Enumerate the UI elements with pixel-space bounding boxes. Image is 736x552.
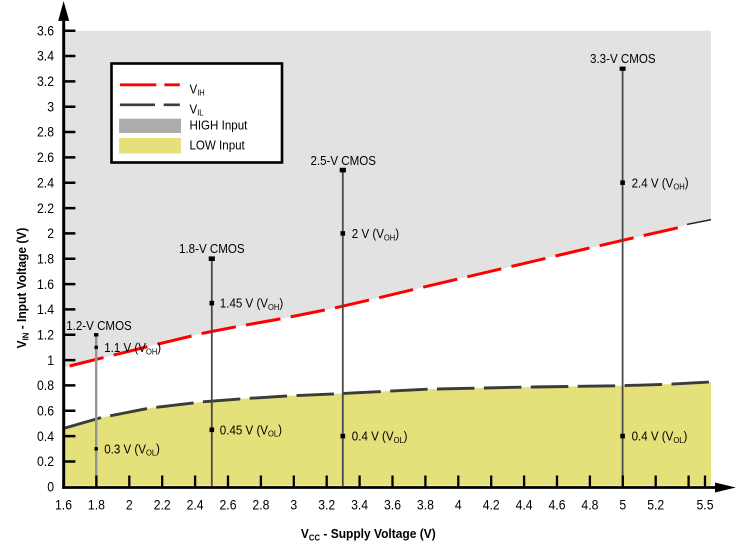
svg-text:0.8: 0.8	[37, 377, 54, 393]
svg-text:2.4: 2.4	[187, 497, 204, 513]
svg-text:0: 0	[47, 479, 54, 495]
svg-text:2: 2	[47, 225, 54, 241]
svg-text:2.4: 2.4	[37, 175, 54, 191]
svg-text:VCC - Supply Voltage (V): VCC - Supply Voltage (V)	[301, 527, 436, 543]
svg-text:3.6: 3.6	[37, 23, 54, 39]
svg-text:5.5: 5.5	[697, 497, 714, 513]
svg-text:5: 5	[619, 497, 626, 513]
svg-text:4: 4	[455, 497, 462, 513]
svg-text:3.4: 3.4	[351, 497, 368, 513]
svg-text:1.45 V (VOH): 1.45 V (VOH)	[220, 296, 283, 312]
svg-text:2.8: 2.8	[252, 497, 269, 513]
svg-text:1.6: 1.6	[55, 497, 72, 513]
svg-text:LOW Input: LOW Input	[190, 138, 246, 153]
svg-text:3.2: 3.2	[318, 497, 335, 513]
svg-text:2: 2	[126, 497, 133, 513]
svg-text:3.8: 3.8	[417, 497, 434, 513]
svg-text:0.2: 0.2	[37, 454, 54, 470]
svg-text:3: 3	[290, 497, 297, 513]
svg-text:VIN - Input Voltage (V): VIN - Input Voltage (V)	[15, 228, 31, 349]
svg-text:1.8: 1.8	[88, 497, 105, 513]
svg-text:1: 1	[47, 352, 54, 368]
svg-text:1.8: 1.8	[37, 251, 54, 267]
svg-text:0.4: 0.4	[37, 428, 54, 444]
svg-text:3.6: 3.6	[384, 497, 401, 513]
svg-text:HIGH Input: HIGH Input	[190, 118, 248, 133]
svg-text:4.8: 4.8	[581, 497, 598, 513]
svg-text:2.5-V CMOS: 2.5-V CMOS	[310, 153, 376, 168]
svg-text:1.8-V CMOS: 1.8-V CMOS	[179, 242, 245, 257]
svg-text:5.2: 5.2	[647, 497, 664, 513]
svg-text:1.4: 1.4	[37, 301, 54, 317]
svg-text:4.2: 4.2	[483, 497, 500, 513]
svg-text:1.2-V CMOS: 1.2-V CMOS	[66, 319, 132, 334]
svg-text:4.6: 4.6	[549, 497, 566, 513]
svg-text:2.2: 2.2	[154, 497, 171, 513]
svg-text:3.4: 3.4	[37, 48, 54, 64]
svg-text:2.6: 2.6	[220, 497, 237, 513]
svg-text:0.45 V (VOL): 0.45 V (VOL)	[220, 423, 282, 439]
svg-text:1.6: 1.6	[37, 276, 54, 292]
svg-text:1.2: 1.2	[37, 327, 54, 343]
svg-text:2.6: 2.6	[37, 149, 54, 165]
svg-text:2.2: 2.2	[37, 200, 54, 216]
svg-text:2.8: 2.8	[37, 124, 54, 140]
svg-text:4.4: 4.4	[516, 497, 533, 513]
svg-text:3: 3	[47, 99, 54, 115]
svg-text:0.6: 0.6	[37, 403, 54, 419]
svg-text:3.2: 3.2	[37, 73, 54, 89]
svg-text:3.3-V CMOS: 3.3-V CMOS	[590, 52, 656, 67]
